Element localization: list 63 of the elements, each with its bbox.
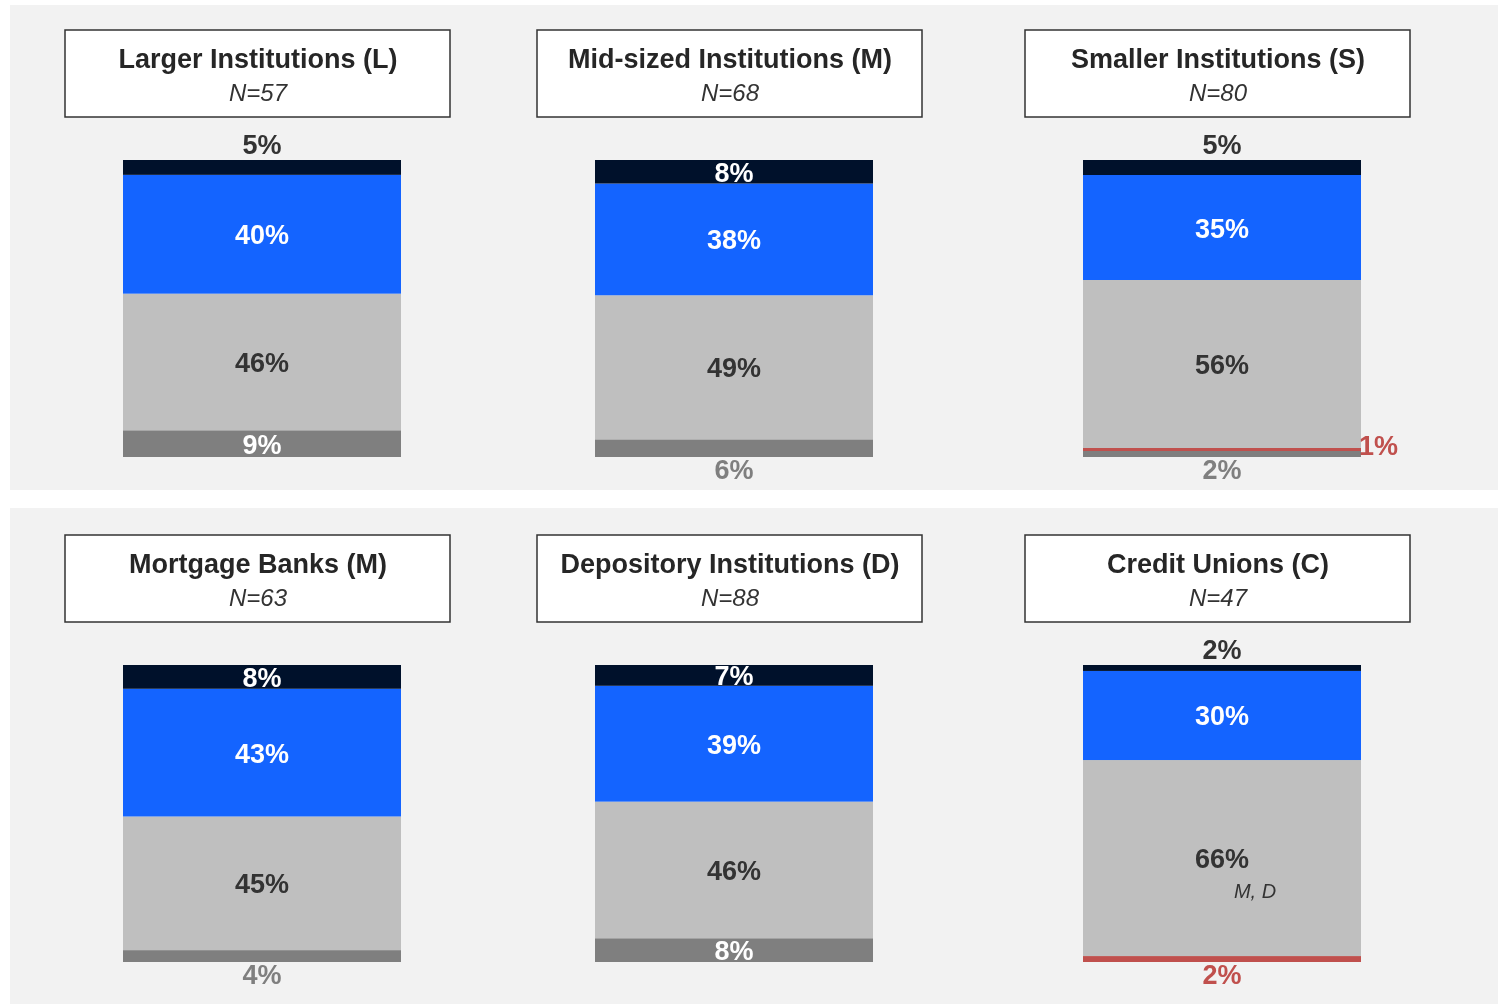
chart-subtitle: N=88	[700, 584, 760, 611]
bar	[595, 665, 873, 686]
data-label: 43%	[234, 738, 290, 769]
bar	[123, 688, 401, 817]
data-label: 49%	[706, 353, 762, 384]
chart-title: Mortgage Banks (M)	[128, 549, 388, 579]
bar	[595, 183, 873, 296]
chart-title: Credit Unions (C)	[1107, 549, 1329, 579]
bar	[1083, 160, 1361, 175]
chart-subtitle: N=57	[228, 79, 289, 106]
bar	[1083, 451, 1361, 457]
bar	[595, 938, 873, 962]
chart-subtitle: N=68	[700, 79, 760, 106]
bar	[1083, 670, 1361, 761]
bar	[123, 293, 401, 431]
chart-subtitle: N=63	[228, 584, 288, 611]
bar	[1083, 280, 1361, 448]
bar	[595, 160, 873, 184]
data-label: 9%	[242, 429, 282, 460]
bar	[1083, 665, 1361, 671]
data-label: 35%	[1194, 213, 1250, 244]
data-label: 56%	[1194, 350, 1250, 380]
bar	[595, 439, 873, 457]
data-label: 6%	[714, 455, 754, 485]
chart-title: Depository Institutions (D)	[560, 549, 900, 579]
bar	[1083, 760, 1361, 957]
data-label: 40%	[234, 220, 290, 251]
bar	[123, 950, 401, 962]
data-label: 8%	[714, 157, 754, 188]
data-label: 38%	[706, 225, 762, 256]
data-label: 30%	[1194, 701, 1250, 732]
bar	[595, 295, 873, 440]
bar	[595, 801, 873, 939]
data-label: 45%	[234, 869, 290, 900]
bar	[123, 816, 401, 951]
data-label: 5%	[1202, 130, 1242, 160]
annotation: M, D	[1233, 880, 1277, 903]
data-label: 66%	[1194, 844, 1250, 875]
bar	[123, 174, 401, 294]
chart-title: Larger Institutions (L)	[118, 44, 398, 74]
data-label: 1%	[1359, 430, 1399, 461]
bar	[123, 665, 401, 689]
data-label: 7%	[714, 661, 754, 692]
data-label: 5%	[242, 130, 282, 160]
data-label: 39%	[706, 729, 762, 760]
bar	[595, 685, 873, 802]
data-label: 2%	[1202, 960, 1242, 990]
chart-subtitle: N=47	[1188, 584, 1249, 611]
data-label: 4%	[242, 960, 282, 990]
data-label: 2%	[1202, 635, 1242, 665]
data-label: 2%	[1202, 455, 1242, 485]
data-label: 46%	[234, 347, 290, 378]
chart-subtitle: N=80	[1188, 79, 1248, 106]
bar	[1083, 448, 1361, 451]
bar	[123, 160, 401, 175]
data-label: 46%	[706, 855, 762, 886]
chart-title: Mid-sized Institutions (M)	[568, 44, 892, 74]
data-label: 8%	[242, 662, 282, 693]
bar	[1083, 175, 1361, 280]
bar	[123, 430, 401, 457]
data-label: 8%	[714, 936, 754, 967]
chart-title: Smaller Institutions (S)	[1070, 44, 1366, 74]
bar	[1083, 956, 1361, 962]
